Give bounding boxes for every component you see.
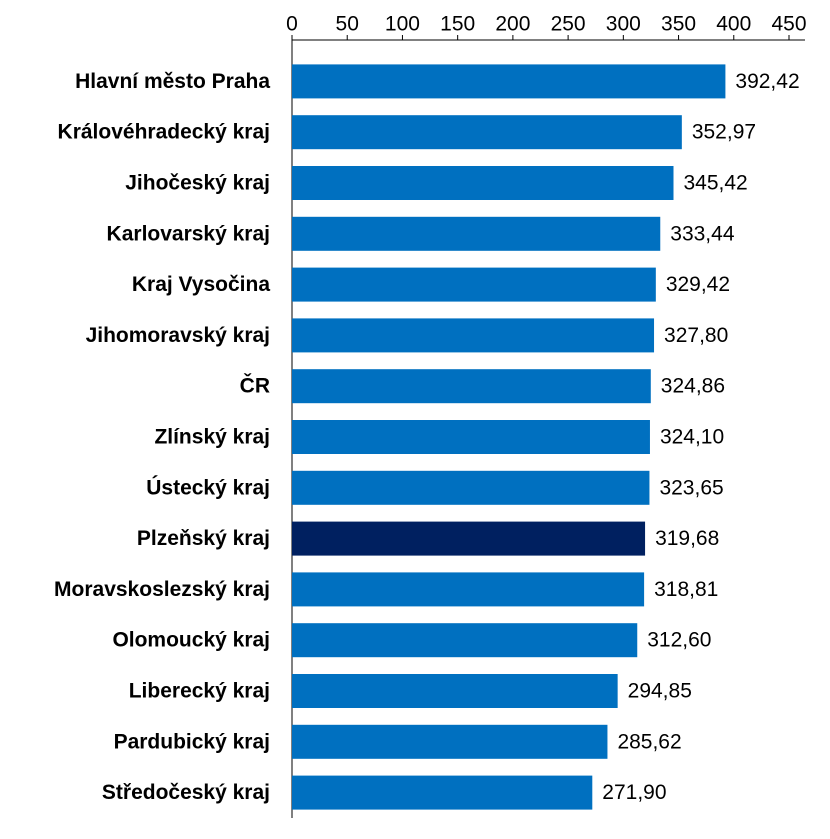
- bar: [292, 775, 593, 810]
- bar: [292, 521, 646, 556]
- data-label: 345,42: [683, 172, 747, 195]
- data-label: 271,90: [602, 781, 666, 804]
- bar: [292, 267, 656, 302]
- x-tick-label: 0: [286, 13, 298, 36]
- x-tick-label: 50: [336, 13, 359, 36]
- x-tick-label: 450: [771, 13, 806, 36]
- x-tick-label: 250: [551, 13, 586, 36]
- data-label: 333,44: [670, 222, 735, 245]
- data-label: 329,42: [666, 273, 730, 296]
- x-tick-label: 150: [440, 13, 475, 36]
- y-tick-label: Pardubický kraj: [114, 730, 270, 753]
- data-label: 294,85: [628, 680, 692, 703]
- y-tick-label: Jihočeský kraj: [125, 172, 270, 195]
- data-label: 319,68: [655, 527, 719, 550]
- y-tick-label: Ústecký kraj: [146, 475, 270, 499]
- y-tick-label: Olomoucký kraj: [112, 629, 270, 652]
- data-label: 285,62: [617, 730, 681, 753]
- y-tick-label: Středočeský kraj: [102, 781, 270, 804]
- data-label: 392,42: [735, 70, 799, 93]
- data-label: 312,60: [647, 629, 711, 652]
- y-tick-label: Hlavní město Praha: [75, 70, 270, 93]
- bar: [292, 318, 655, 353]
- bar: [292, 674, 618, 708]
- y-tick-label: Královéhradecký kraj: [58, 121, 270, 144]
- y-tick-label: Jihomoravský kraj: [86, 324, 270, 347]
- y-tick-label: Liberecký kraj: [129, 680, 270, 703]
- y-tick-label: Moravskoslezský kraj: [54, 578, 270, 601]
- bar: [292, 470, 650, 505]
- y-tick-label: Kraj Vysočina: [132, 273, 270, 296]
- bar: [292, 216, 661, 251]
- y-tick-label: ČR: [240, 374, 270, 398]
- x-tick-label: 100: [385, 13, 420, 36]
- y-tick-label: Karlovarský kraj: [107, 222, 270, 245]
- data-label: 323,65: [659, 476, 723, 499]
- bar: [292, 64, 726, 99]
- data-label: 324,86: [661, 375, 725, 398]
- data-label: 324,10: [660, 426, 724, 449]
- y-tick-label: Zlínský kraj: [154, 426, 270, 449]
- data-label: 327,80: [664, 324, 728, 347]
- bar: [292, 572, 645, 607]
- y-tick-label: Plzeňský kraj: [137, 527, 270, 550]
- data-label: 318,81: [654, 578, 718, 601]
- data-label: 352,97: [692, 121, 756, 144]
- bar: [292, 724, 608, 759]
- x-tick-label: 300: [606, 13, 641, 36]
- x-tick-label: 350: [661, 13, 696, 36]
- bar: [292, 115, 682, 150]
- bar: [292, 369, 651, 404]
- bar: [292, 166, 674, 200]
- x-tick-label: 200: [495, 13, 530, 36]
- bar: [292, 623, 638, 658]
- x-tick-label: 400: [716, 13, 751, 36]
- bar: [292, 420, 650, 454]
